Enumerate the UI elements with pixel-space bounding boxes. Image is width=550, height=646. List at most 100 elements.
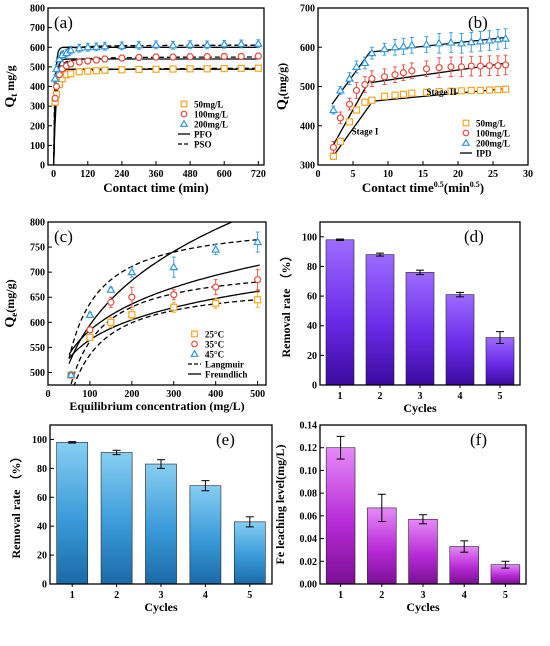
data-point [408, 89, 416, 97]
data-point [352, 106, 361, 114]
legend-marker-square [191, 330, 198, 338]
fit-curves [68, 222, 260, 385]
y-tick-label: 0.04 [300, 534, 318, 545]
annotation-stage-i: Stage I [352, 126, 379, 136]
y-axis-label: Qt mg/g [3, 65, 19, 107]
series-100mg-l [329, 54, 510, 154]
data-point [407, 40, 417, 49]
y-axis-label: Removal rate （%） [278, 250, 293, 358]
data-point [329, 143, 337, 151]
data-point [101, 55, 109, 63]
data-point [484, 35, 495, 44]
data-point [446, 37, 456, 46]
data-point [84, 57, 92, 65]
x-tick-label: 5 [351, 169, 356, 180]
data-point [237, 64, 245, 73]
data-point [351, 62, 362, 70]
y-tick-label: 20 [307, 351, 317, 362]
y-tick-label: 0.10 [300, 466, 318, 477]
data-point [457, 87, 466, 95]
legend-label: 100mg/L [476, 129, 510, 139]
data-point [328, 105, 338, 114]
x-tick-label: 120 [80, 169, 95, 180]
y-tick-label: 20 [37, 551, 47, 562]
x-axis-label-unit: (min [444, 180, 471, 195]
panel-f: 1 2 3 4 5 0.00 0.02 0.04 0.06 0.08 0.10 0.12 0.14 (f)… [273, 421, 527, 614]
x-tick-label: 720 [251, 169, 266, 180]
y-tick-label: 0.14 [300, 421, 318, 432]
y-tick-label: 800 [30, 4, 45, 15]
x-tick-label: 30 [523, 169, 533, 180]
data-point [107, 318, 115, 326]
legend-label: 50mg/L [194, 100, 224, 110]
data-point [152, 53, 160, 61]
x-tick-label: 0 [51, 169, 56, 180]
y-tick-label: 700 [30, 23, 45, 34]
x-tick-label: 5 [498, 391, 503, 402]
plot-frame [319, 221, 521, 386]
data-point [344, 73, 355, 82]
data-point [361, 80, 369, 89]
y-tick-label: 80 [307, 262, 317, 273]
data-point [399, 90, 407, 98]
data-point [66, 370, 76, 379]
data-point [422, 88, 431, 96]
data-point [168, 40, 178, 49]
bar-cycle-4 [445, 294, 475, 386]
y-tick-label: 80 [37, 464, 47, 475]
legend-marker-circle [462, 129, 470, 137]
legend-label: 200mg/L [194, 120, 228, 130]
legend-label: 50mg/L [476, 119, 506, 129]
data-point [54, 54, 64, 63]
bar-cycle-3 [405, 272, 435, 386]
legend-marker-square [462, 119, 470, 127]
fit-curve-langmuir [70, 281, 260, 385]
data-point [345, 118, 354, 126]
data-point [447, 63, 455, 71]
series-45-c [66, 231, 263, 379]
y-axis-label: Qt(mg/g) [275, 63, 291, 110]
data-point [254, 276, 262, 284]
data-point [151, 40, 161, 48]
data-point [237, 52, 245, 61]
y-axis-label-subscript: e [9, 313, 19, 317]
bar-cycle-2 [100, 452, 133, 585]
data-point [169, 53, 177, 61]
y-tick-label: 100 [302, 232, 317, 243]
panel-label: (d) [464, 227, 484, 246]
plot-frame [47, 221, 267, 386]
y-tick-label: 0 [42, 580, 47, 591]
y-tick-label: 100 [32, 435, 47, 446]
data-point [101, 66, 109, 74]
x-tick-label: 2 [378, 391, 383, 402]
data-point [83, 42, 93, 51]
data-point [211, 244, 221, 253]
y-tick-label: 400 [300, 121, 315, 132]
data-point [466, 37, 476, 46]
data-point [134, 40, 144, 49]
data-point [502, 61, 510, 69]
x-tick-label: 400 [208, 389, 223, 400]
x-tick-label: 1 [338, 391, 343, 402]
plot-frame [319, 424, 527, 585]
data-point [86, 326, 94, 334]
x-axis-label: Contact time (min) [103, 180, 208, 195]
data-point [475, 36, 485, 45]
panel-label: (b) [468, 13, 488, 32]
data-point [135, 53, 143, 62]
annotation-stage-ii: Stage II [427, 87, 458, 97]
y-tick-label: 0.12 [300, 443, 318, 454]
x-tick-label: 5 [503, 590, 508, 601]
x-tick-label: 480 [183, 169, 198, 180]
x-tick-label: 2 [379, 590, 384, 601]
series-50mg-l [51, 64, 262, 106]
y-tick-label: 600 [300, 43, 315, 54]
ipd-fit-line [331, 78, 372, 148]
y-tick-label: 40 [37, 522, 47, 533]
data-point [51, 94, 59, 102]
fit-curve-freundlich [68, 290, 260, 359]
x-tick-label: 3 [159, 590, 164, 601]
legend-label: PSO [194, 140, 212, 150]
data-point [107, 298, 115, 306]
data-point [379, 44, 390, 53]
